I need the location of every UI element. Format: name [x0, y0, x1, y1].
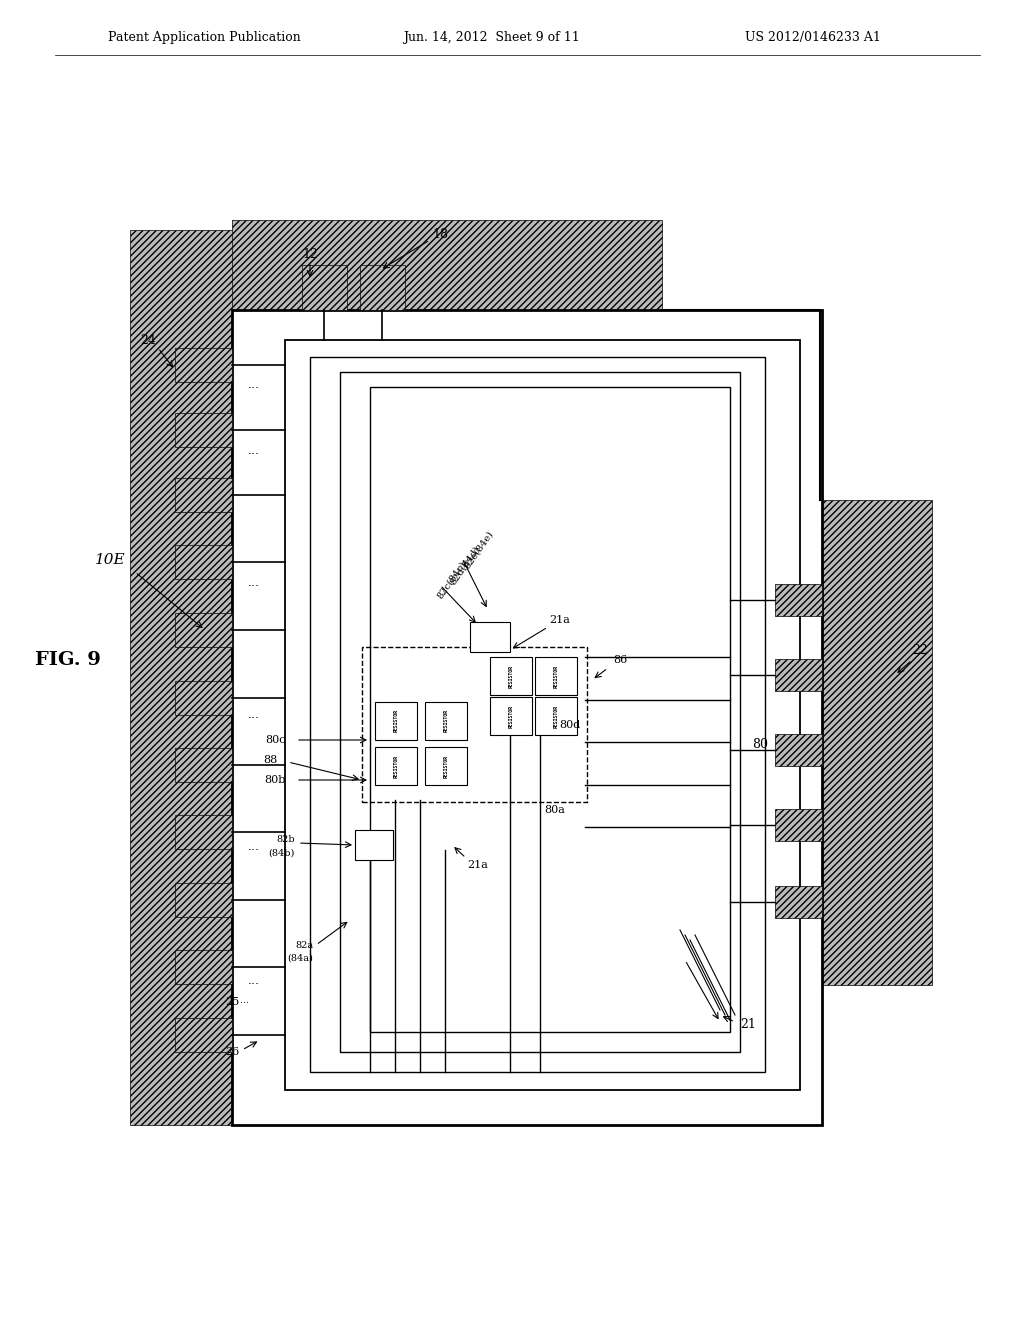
- Text: 21: 21: [740, 1019, 756, 1031]
- Bar: [370, 387, 730, 1032]
- Bar: [232, 220, 662, 310]
- Bar: [340, 372, 740, 1052]
- Bar: [535, 697, 577, 735]
- Text: RESISTOR: RESISTOR: [554, 664, 558, 688]
- Text: (84b): (84b): [268, 849, 295, 858]
- Bar: [285, 341, 800, 1090]
- Text: US 2012/0146233 A1: US 2012/0146233 A1: [745, 30, 881, 44]
- Bar: [360, 265, 406, 310]
- Bar: [175, 950, 232, 983]
- Text: ...: ...: [248, 974, 260, 986]
- Bar: [775, 583, 822, 616]
- Bar: [130, 230, 234, 1125]
- Text: RESISTOR: RESISTOR: [554, 705, 558, 727]
- Bar: [490, 697, 532, 735]
- Text: 25: 25: [225, 997, 240, 1007]
- Text: ...: ...: [240, 995, 249, 1005]
- Text: RESISTOR: RESISTOR: [443, 755, 449, 777]
- Bar: [175, 413, 232, 447]
- Text: 80c: 80c: [265, 735, 286, 744]
- Bar: [775, 659, 822, 690]
- Text: Jun. 14, 2012  Sheet 9 of 11: Jun. 14, 2012 Sheet 9 of 11: [403, 30, 580, 44]
- Text: 86: 86: [613, 655, 627, 665]
- Text: ...: ...: [248, 709, 260, 722]
- Text: FIG. 9: FIG. 9: [35, 651, 101, 669]
- Text: Patent Application Publication: Patent Application Publication: [108, 30, 301, 44]
- Bar: [490, 657, 532, 696]
- Bar: [232, 310, 822, 1125]
- Bar: [470, 622, 510, 652]
- Text: 24: 24: [140, 334, 156, 346]
- Text: 88: 88: [263, 755, 278, 766]
- Text: 82a: 82a: [295, 940, 313, 949]
- Text: 21a: 21a: [468, 861, 488, 870]
- Text: 82c(84c): 82c(84c): [435, 560, 467, 601]
- Bar: [775, 734, 822, 766]
- Text: RESISTOR: RESISTOR: [443, 710, 449, 733]
- Text: RESISTOR: RESISTOR: [509, 705, 513, 727]
- Bar: [175, 814, 232, 849]
- Text: ...: ...: [248, 444, 260, 457]
- Bar: [822, 500, 932, 985]
- Bar: [175, 348, 232, 381]
- Text: RESISTOR: RESISTOR: [393, 755, 398, 777]
- Bar: [775, 809, 822, 841]
- Bar: [302, 265, 347, 310]
- Text: 80d: 80d: [559, 719, 581, 730]
- Text: 80b: 80b: [264, 775, 286, 785]
- Text: 80: 80: [752, 738, 768, 751]
- Text: ...: ...: [248, 841, 260, 854]
- Bar: [175, 612, 232, 647]
- Bar: [775, 886, 822, 917]
- Text: (84a): (84a): [287, 953, 313, 962]
- Text: 82d(84d): 82d(84d): [449, 544, 481, 586]
- Bar: [175, 681, 232, 715]
- Bar: [362, 647, 587, 803]
- Text: ...: ...: [248, 379, 260, 392]
- Text: 82b: 82b: [276, 836, 295, 845]
- Text: 21a: 21a: [550, 615, 570, 624]
- Bar: [355, 830, 393, 861]
- Bar: [310, 356, 765, 1072]
- Bar: [425, 702, 467, 741]
- Text: 18: 18: [432, 228, 449, 242]
- Text: RESISTOR: RESISTOR: [393, 710, 398, 733]
- Bar: [175, 478, 232, 512]
- Bar: [175, 883, 232, 917]
- Text: 80a: 80a: [545, 805, 565, 814]
- Bar: [375, 702, 417, 741]
- Text: 12: 12: [302, 248, 317, 261]
- Bar: [175, 748, 232, 781]
- Text: 26: 26: [225, 1047, 240, 1057]
- Bar: [175, 1018, 232, 1052]
- Bar: [425, 747, 467, 785]
- Text: 82e(84e): 82e(84e): [462, 529, 495, 570]
- Text: 22: 22: [912, 644, 928, 656]
- Bar: [535, 657, 577, 696]
- Text: ...: ...: [248, 577, 260, 590]
- Text: RESISTOR: RESISTOR: [509, 664, 513, 688]
- Bar: [175, 545, 232, 579]
- Text: 10E: 10E: [95, 553, 126, 568]
- Bar: [375, 747, 417, 785]
